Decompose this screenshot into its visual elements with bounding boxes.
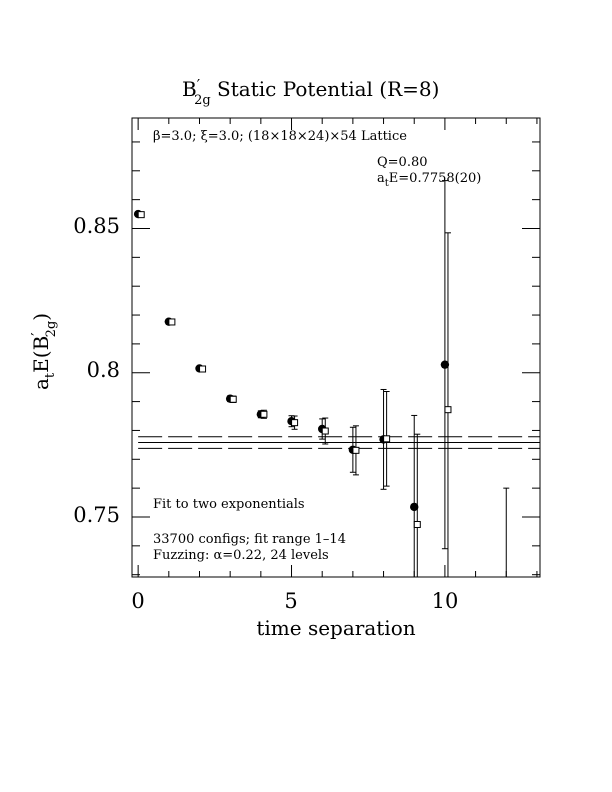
title-sub: 2g <box>194 93 211 108</box>
title-rest: Static Potential (R=8) <box>211 77 440 101</box>
ate-value: E=0.7758(20) <box>389 171 482 186</box>
ylabel-sub-t: t <box>43 372 58 378</box>
data-point-square <box>321 427 329 435</box>
data-point-square <box>383 435 391 443</box>
data-point-square <box>199 365 207 373</box>
annotation-lattice: β=3.0; ξ=3.0; (18×18×24)×54 Lattice <box>153 129 407 144</box>
annotation-q: Q=0.80 <box>377 155 428 170</box>
ate-a: a <box>377 171 385 186</box>
data-point-square <box>413 520 421 528</box>
axis-ticks <box>132 118 540 577</box>
data-point-circle <box>410 502 419 512</box>
annotation-ate: atE=0.7758(20) <box>377 171 481 189</box>
ylabel-a: a <box>29 378 53 390</box>
data-point-square <box>444 406 452 414</box>
annotation-configs: 33700 configs; fit range 1–14 <box>153 532 346 547</box>
annotation-fuzzing: Fuzzing: α=0.22, 24 levels <box>153 548 329 563</box>
fit-lines <box>138 436 540 449</box>
ylabel-sub-2g: 2g <box>44 321 59 338</box>
data-point-square <box>229 395 237 403</box>
y-tick-label-0-75: 0.75 <box>73 503 120 527</box>
data-points <box>133 180 510 577</box>
data-point-square <box>168 318 176 326</box>
data-point-circle <box>440 360 450 369</box>
x-axis-title: time separation <box>256 616 415 640</box>
y-axis-title: atE(B′2g) <box>28 313 59 390</box>
title-main: B <box>182 77 197 101</box>
x-tick-label-0: 0 <box>131 589 144 613</box>
y-tick-label-0-85: 0.85 <box>73 214 120 238</box>
data-point-square <box>137 211 145 219</box>
ylabel-mid: E(B <box>29 336 53 373</box>
x-tick-label-10: 10 <box>432 589 459 613</box>
ate-t: t <box>385 178 389 189</box>
ylabel-prime: ′ <box>28 332 46 336</box>
plot-frame <box>131 117 541 578</box>
y-tick-label-0-8: 0.8 <box>87 358 120 382</box>
title-prime: ′ <box>197 76 201 94</box>
data-point-square <box>260 410 268 418</box>
ylabel-end: ) <box>29 313 53 321</box>
chart-title: B′ 2g Static Potential (R=8) <box>182 76 439 108</box>
data-point-square <box>352 446 360 454</box>
x-tick-label-5: 5 <box>284 589 297 613</box>
tick-labels: 0 5 10 0.85 0.8 0.75 <box>73 214 458 613</box>
data-point-square <box>291 419 299 427</box>
annotation-fit: Fit to two exponentials <box>153 497 305 512</box>
